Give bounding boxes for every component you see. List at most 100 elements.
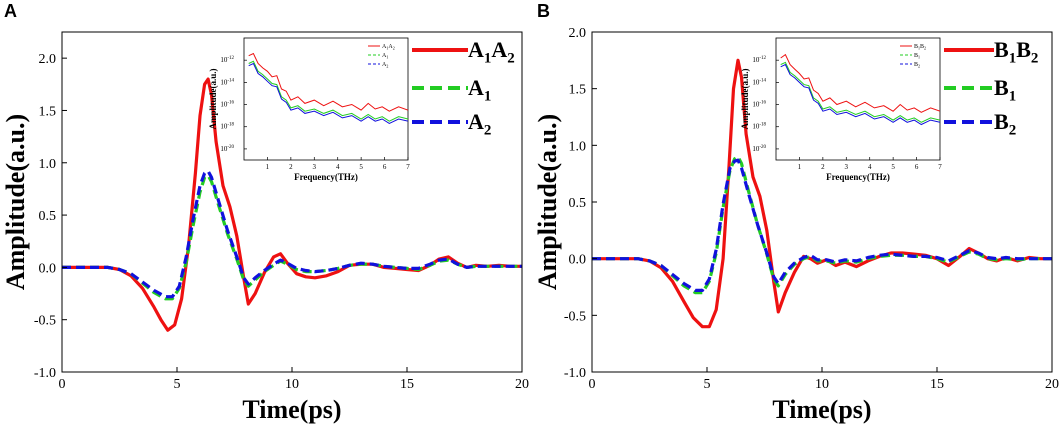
legend-label-base: B [994, 109, 1009, 134]
inset-x-tick-label: 3 [845, 163, 849, 171]
series-line-A1 [62, 173, 522, 301]
inset-y-tick-exponent: -14 [759, 78, 766, 83]
inset-frame [243, 37, 409, 161]
y-tick-label: -1.0 [34, 366, 56, 381]
legend-label-sub: 2 [1031, 50, 1039, 66]
inset-y-tick-exponent: -18 [759, 123, 766, 128]
x-tick-label: 20 [1045, 377, 1059, 392]
inset-x-tick-label: 6 [383, 163, 387, 171]
legend-label-sub: 1 [1009, 88, 1017, 104]
legend-label-sub: 1 [918, 45, 920, 50]
inset-y-tick-label: 10-14 [220, 78, 234, 86]
legend-label-sub: 1 [386, 45, 388, 50]
inset-x-tick-label: 1 [266, 163, 270, 171]
legend-label-base: A [491, 37, 507, 62]
legend-label-A1A2: A1A2 [468, 37, 515, 66]
x-axis-title: Time(ps) [242, 395, 341, 424]
y-tick-label: 1.5 [39, 104, 57, 119]
inset-x-axis-title: Frequency(THz) [826, 172, 890, 182]
legend-label-base: A [468, 37, 484, 62]
inset-chart: 1 2 3 4 5 6 710-1210-1410-1610-1810-20Frequenc… [740, 37, 942, 182]
x-tick-label: 0 [59, 377, 66, 392]
chart-panel-b: B0 5 10 15 20-1.0-0.50.00.51.01.52.0Time(ps)… [533, 1, 1059, 424]
y-tick-label: -0.5 [34, 314, 56, 329]
legend-label-B1: B1 [994, 75, 1016, 104]
x-tick-label: 10 [285, 377, 299, 392]
inset-line-B1 [780, 61, 940, 123]
legend-label-sub: 1 [386, 54, 388, 59]
x-tick-label: 15 [930, 377, 944, 392]
inset-y-tick-exponent: -20 [759, 145, 766, 150]
legend-label-sub: 1 [484, 88, 492, 104]
inset-y-tick-exponent: -12 [759, 56, 766, 61]
inset-y-tick-label: 10-12 [220, 56, 234, 64]
inset-chart: 1 2 3 4 5 6 710-1210-1410-1610-1810-20Frequenc… [208, 37, 410, 182]
inset-y-tick-label: 10-18 [752, 123, 766, 131]
y-tick-label: 2.0 [569, 26, 587, 41]
chart-panel-a: A0 5 10 15 20-1.0-0.50.00.51.01.52.0Time(ps)… [1, 1, 529, 424]
inset-line-B1B2 [780, 53, 940, 113]
inset-x-tick-label: 6 [915, 163, 919, 171]
legend-label-base: B [994, 75, 1009, 100]
x-tick-label: 15 [400, 377, 414, 392]
inset-x-tick-label: 3 [313, 163, 317, 171]
y-tick-label: 1.0 [39, 157, 57, 172]
inset-y-tick-label: 10-20 [752, 145, 766, 153]
legend-label-sub: 2 [1009, 122, 1017, 138]
x-axis-title: Time(ps) [772, 395, 871, 424]
inset-y-tick-exponent: -16 [759, 101, 766, 106]
x-tick-label: 5 [174, 377, 181, 392]
y-tick-label: -0.5 [564, 309, 586, 324]
series-line-B2 [592, 158, 1052, 292]
panel-label: B [537, 1, 550, 21]
inset-line-A1A2 [248, 52, 408, 112]
legend-label-base: A [388, 44, 393, 50]
series-line-A2 [62, 169, 522, 299]
legend-label-B1: B1 [914, 53, 920, 59]
inset-y-tick-exponent: -12 [227, 56, 234, 61]
inset-y-axis-title: Amplitude(a.u.) [208, 68, 218, 129]
inset-x-tick-label: 1 [798, 163, 802, 171]
inset-x-tick-label: 7 [406, 163, 410, 171]
inset-x-tick-label: 5 [359, 163, 363, 171]
legend-label-base: B [914, 62, 918, 68]
legend-label-base: B [994, 37, 1009, 62]
legend-label-base: A [382, 44, 387, 50]
inset-x-tick-label: 7 [938, 163, 942, 171]
inset-x-tick-label: 4 [336, 163, 340, 171]
inset-y-tick-label: 10-12 [752, 56, 766, 64]
y-tick-label: 0.5 [39, 209, 57, 224]
inset-frame [775, 37, 941, 161]
legend-label-sub: 2 [924, 45, 926, 50]
inset-x-tick-label: 4 [868, 163, 872, 171]
legend-label-base: B [914, 53, 918, 59]
y-axis-title: Amplitude(a.u.) [1, 114, 30, 290]
legend-label-base: B [914, 44, 918, 50]
inset-series-group [780, 53, 940, 126]
legend-label-B2: B2 [914, 62, 920, 68]
inset-y-tick-label: 10-16 [220, 101, 234, 109]
legend-label-A1: A1 [468, 75, 491, 104]
inset-y-tick-exponent: -20 [227, 145, 234, 150]
y-axis-title: Amplitude(a.u.) [533, 114, 562, 290]
inset-x-tick-label: 2 [289, 163, 293, 171]
legend-label-base: A [468, 75, 484, 100]
series-group [592, 58, 1052, 329]
x-tick-label: 0 [589, 377, 596, 392]
inset-y-tick-exponent: -16 [227, 101, 234, 106]
y-tick-label: 2.0 [39, 52, 57, 67]
inset-y-tick-label: 10-20 [220, 145, 234, 153]
legend-label-base: A [468, 109, 484, 134]
inset-x-tick-label: 2 [821, 163, 825, 171]
x-tick-label: 20 [515, 377, 529, 392]
legend-label-sub: 2 [393, 45, 395, 50]
y-tick-label: -1.0 [564, 366, 586, 381]
y-tick-label: 1.0 [569, 139, 587, 154]
inset-line-A2 [248, 62, 408, 124]
legend-label-sub: 1 [1009, 50, 1017, 66]
legend-label-A1: A1 [382, 53, 388, 59]
